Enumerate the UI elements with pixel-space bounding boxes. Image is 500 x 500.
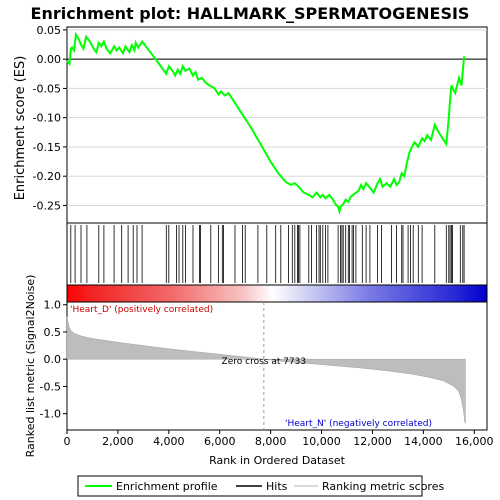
x-axis-label: Rank in Ordered Dataset xyxy=(209,454,346,467)
x-tick-label: 14,000 xyxy=(404,435,443,448)
zero-cross-label: Zero cross at 7733 xyxy=(222,357,307,367)
enrichment-y-tick-label: -0.15 xyxy=(33,141,61,154)
rank-color-bar xyxy=(66,284,488,303)
x-tick-label: 8,000 xyxy=(255,435,287,448)
enrichment-panel: 0.05 0.00 -0.05 -0.10 -0.15 -0.20 -0.25 Enrich… xyxy=(13,24,488,224)
x-tick-label: 4,000 xyxy=(153,435,185,448)
x-tick-label: 6,000 xyxy=(204,435,236,448)
hits-panel xyxy=(66,222,488,286)
enrichment-y-tick-label: -0.20 xyxy=(33,170,61,183)
enrichment-y-ticks: 0.05 0.00 -0.05 -0.10 -0.15 -0.20 -0.25 xyxy=(33,24,67,212)
enrichment-y-axis-label: Enrichment score (ES) xyxy=(13,56,28,201)
metric-y-tick-label: 0.0 xyxy=(44,353,62,366)
metric-x-ticks: 0 2,000 4,000 6,000 8,000 10,000 12,000 14,000 1… xyxy=(64,430,494,448)
enrichment-y-tick-label: -0.25 xyxy=(33,199,61,212)
enrichment-y-tick-label: 0.00 xyxy=(37,53,62,66)
x-tick-label: 16,000 xyxy=(455,435,494,448)
metric-y-axis-label: Ranked list metric (Signal2Noise) xyxy=(24,275,37,458)
enrichment-y-tick-label: -0.05 xyxy=(33,82,61,95)
x-tick-label: 2,000 xyxy=(102,435,134,448)
hits-plot-area xyxy=(66,222,488,286)
legend-label-hits: Hits xyxy=(266,480,288,493)
metric-y-tick-label: -1.0 xyxy=(40,408,61,421)
negative-correlation-label: 'Heart_N' (negatively correlated) xyxy=(285,419,432,429)
ranked-metric-panel: Zero cross at 7733 'Heart_D' (positively… xyxy=(24,275,494,467)
legend-label-ranking-metric-scores: Ranking metric scores xyxy=(322,480,444,493)
x-tick-label: 10,000 xyxy=(302,435,341,448)
legend-label-enrichment-profile: Enrichment profile xyxy=(116,480,218,493)
enrichment-y-tick-label: -0.10 xyxy=(33,112,61,125)
positive-correlation-label: 'Heart_D' (positively correlated) xyxy=(70,305,213,315)
ranking-metric-area xyxy=(66,316,466,424)
x-tick-label: 0 xyxy=(64,435,71,448)
chart-title: Enrichment plot: HALLMARK_SPERMATOGENESI… xyxy=(31,4,470,23)
enrichment-plot-area xyxy=(66,26,488,224)
legend: Enrichment profile Hits Ranking metric s… xyxy=(77,475,444,497)
hit-markers xyxy=(70,225,465,283)
enrichment-y-tick-label: 0.05 xyxy=(37,24,62,37)
metric-y-tick-label: 0.5 xyxy=(44,326,62,339)
enrichment-profile-line xyxy=(66,31,466,216)
metric-y-tick-label: 1.0 xyxy=(44,299,62,312)
metric-y-ticks: 1.0 0.5 0.0 -0.5 -1.0 xyxy=(40,299,67,421)
x-tick-label: 12,000 xyxy=(353,435,392,448)
metric-y-tick-label: -0.5 xyxy=(40,380,61,393)
